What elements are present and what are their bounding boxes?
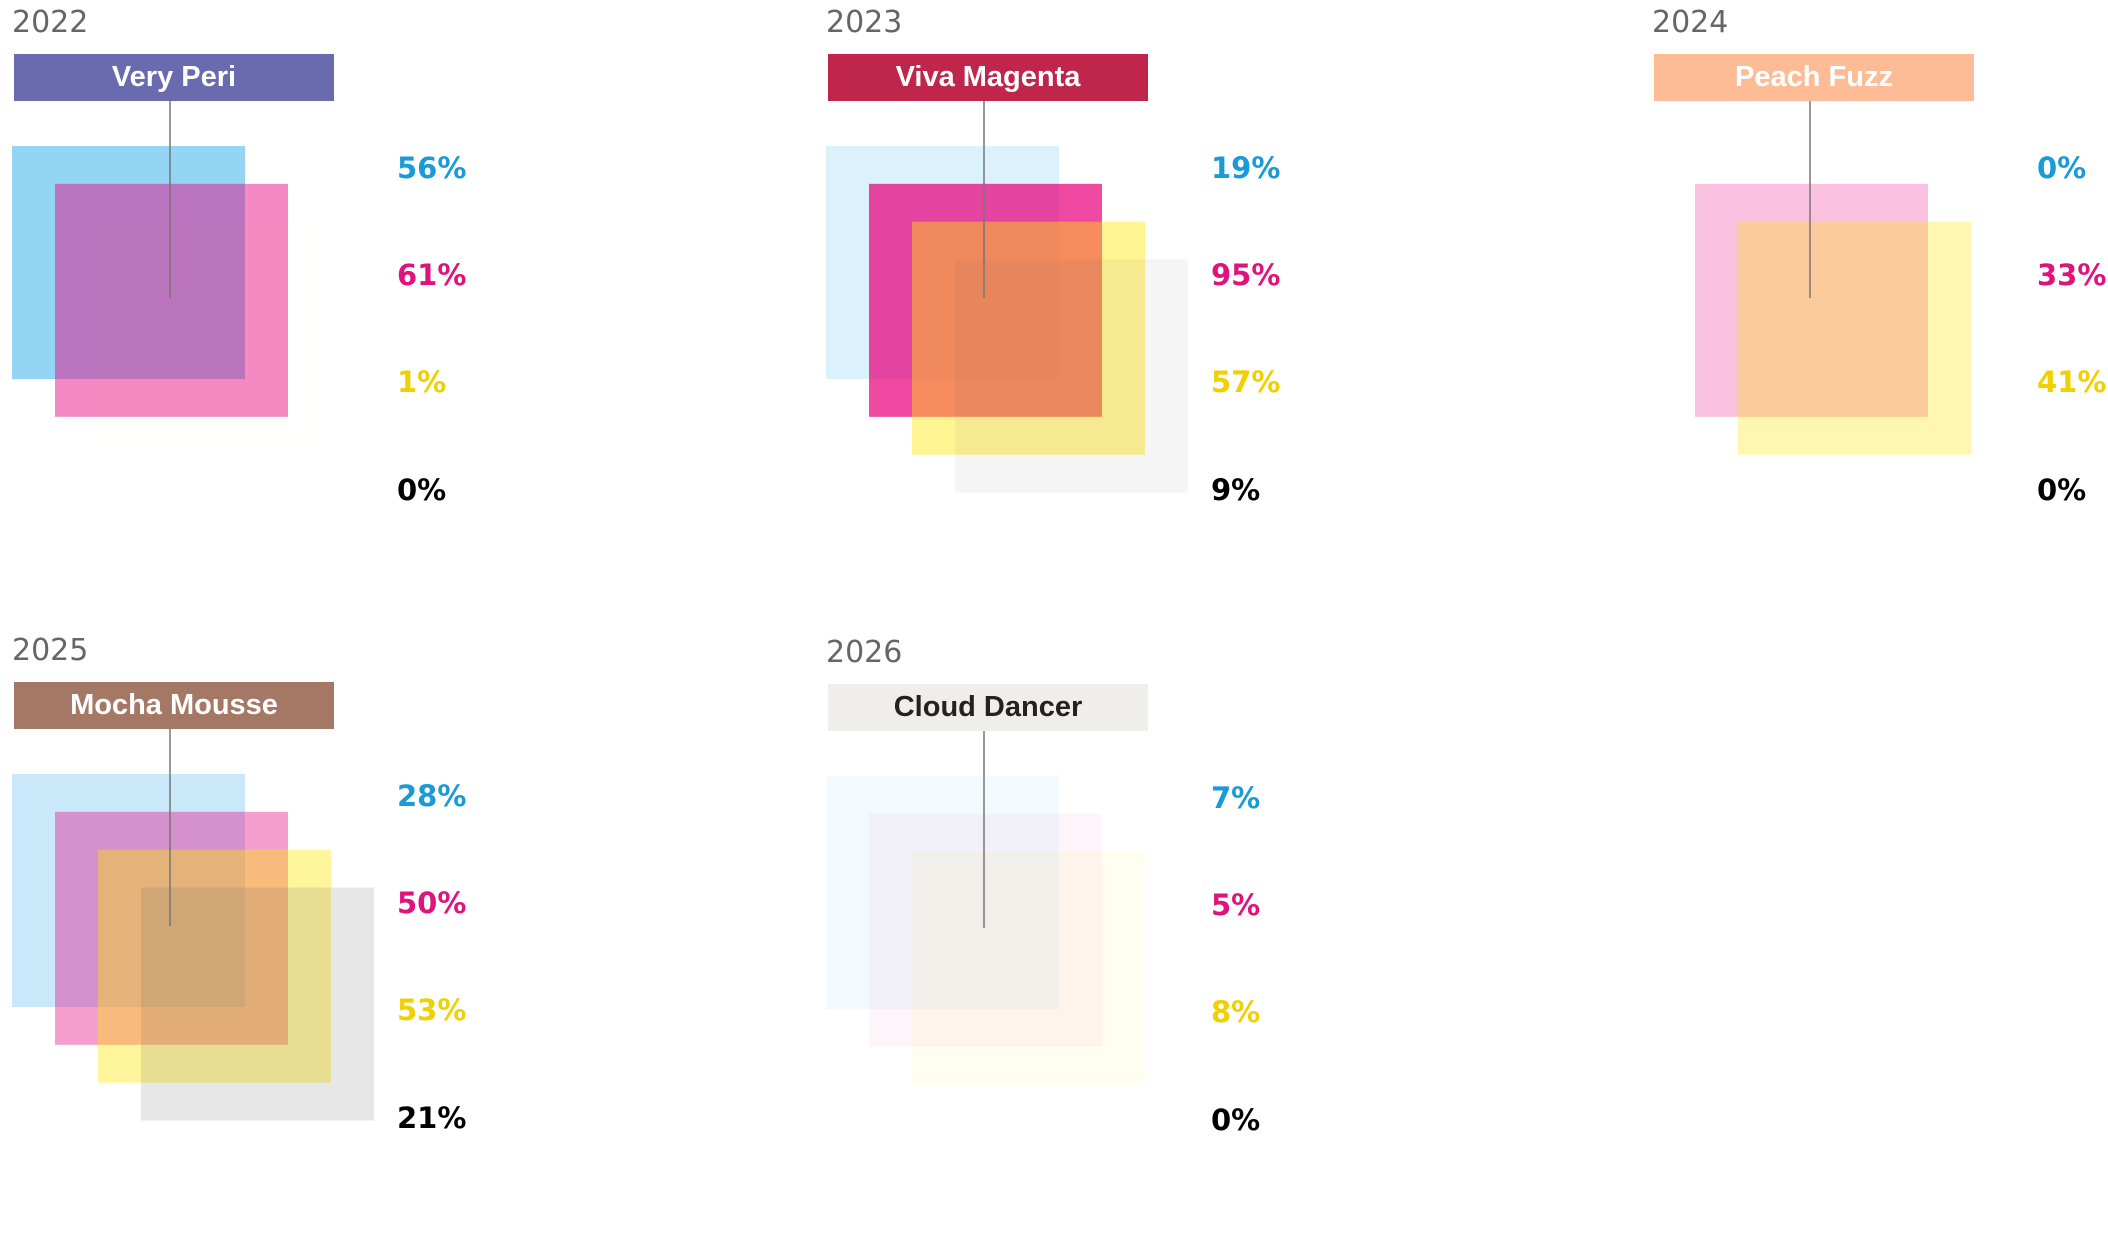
colour-name-swatch: Peach Fuzz [1654,54,1974,101]
panel-2024: 2024 Peach Fuzz 0% 33% 41% 0% [1652,8,2108,608]
cyan-percent-label: 7% [1211,781,1261,815]
yellow-square [912,221,1145,455]
cyan-percent-label: 0% [2037,151,2087,185]
ink-squares-2026 [826,731,1145,1085]
cyan-square [12,774,245,1007]
year-label: 2026 [826,635,903,670]
yellow-square [98,849,331,1083]
magenta-percent-label: 61% [397,258,467,292]
cyan-percent-label: 28% [397,779,467,813]
cyan-percent-label: 56% [397,151,467,185]
year-label: 2024 [1652,5,1729,40]
ink-squares-2025 [12,729,374,1121]
black-square [141,887,374,1121]
black-percent-label: 0% [2037,473,2087,507]
magenta-square [55,811,288,1045]
magenta-square [55,183,288,417]
magenta-square [1695,183,1928,417]
year-label: 2022 [12,5,89,40]
cyan-percent-label: 19% [1211,151,1281,185]
colour-name-swatch: Cloud Dancer [828,684,1148,731]
magenta-percent-label: 33% [2037,258,2107,292]
yellow-percent-label: 41% [2037,365,2107,399]
black-percent-label: 0% [397,473,447,507]
panel-2023: 2023 Viva Magenta 19% 95% 57% 9% [826,8,1386,608]
panel-2026: 2026 Cloud Dancer 7% 5% 8% 0% [826,638,1386,1238]
black-percent-label: 0% [1211,1103,1261,1137]
ink-squares-2022 [12,101,331,455]
colour-name-swatch: Mocha Mousse [14,682,334,729]
cyan-square [826,776,1059,1009]
yellow-percent-label: 8% [1211,995,1261,1029]
yellow-percent-label: 53% [397,993,467,1027]
panel-2022: 2022 Very Peri 56% 61% 1% 0% [12,8,572,608]
yellow-square [1738,221,1971,455]
ink-squares-2023 [826,101,1188,493]
colour-name-swatch: Viva Magenta [828,54,1148,101]
colour-name-swatch: Very Peri [14,54,334,101]
cyan-square [12,146,245,379]
panel-2025: 2025 Mocha Mousse 28% 50% 53% 21% [12,636,572,1236]
magenta-square [869,183,1102,417]
black-square [955,259,1188,493]
yellow-percent-label: 1% [397,365,447,399]
ink-squares-2024 [1695,101,1971,455]
year-label: 2023 [826,5,903,40]
black-percent-label: 9% [1211,473,1261,507]
black-percent-label: 21% [397,1101,467,1135]
magenta-percent-label: 95% [1211,258,1281,292]
yellow-square [98,222,331,455]
magenta-percent-label: 5% [1211,888,1261,922]
yellow-square [912,851,1145,1085]
year-label: 2025 [12,633,89,668]
yellow-percent-label: 57% [1211,365,1281,399]
magenta-percent-label: 50% [397,886,467,920]
